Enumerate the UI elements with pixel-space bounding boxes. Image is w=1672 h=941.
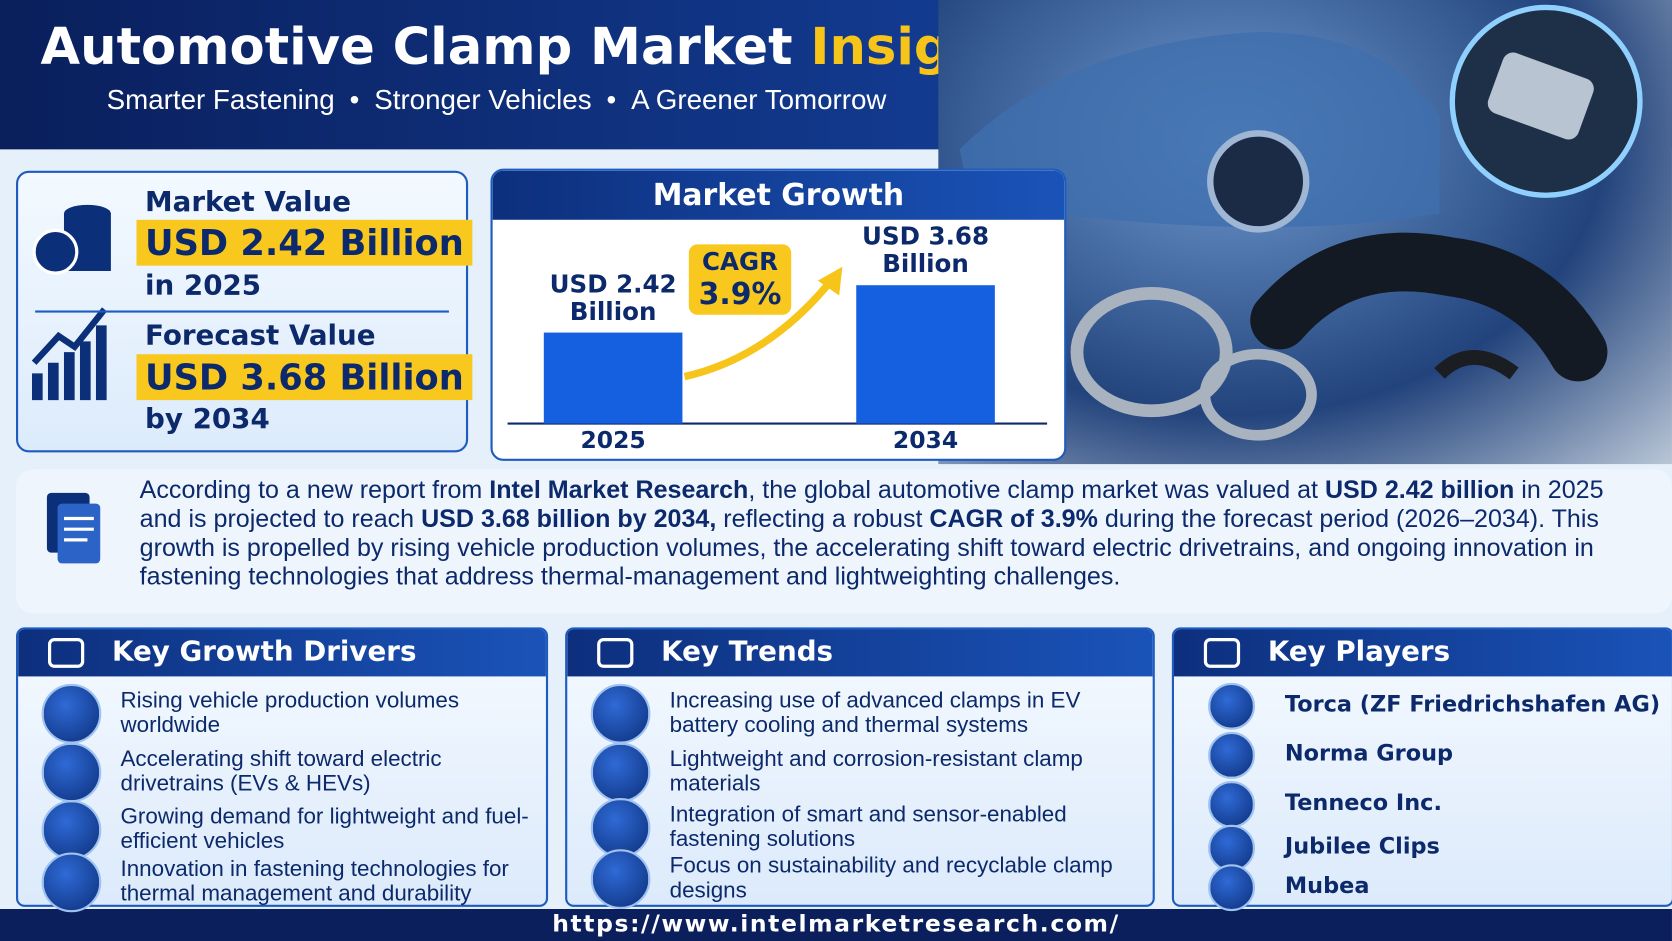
item-icon (1208, 864, 1256, 912)
item-icon (1208, 682, 1256, 730)
summary-segment: Intel Market Research (489, 475, 749, 504)
summary-text: According to a new report from Intel Mar… (140, 476, 1643, 591)
bar (856, 285, 995, 424)
summary-segment: during the forecast period (2026–2034). … (139, 504, 1599, 590)
player-name: Mubea (1284, 872, 1370, 899)
title: Automotive Clamp Market Insights (41, 17, 1042, 77)
summary-segment: CAGR of 3.9% (929, 504, 1098, 533)
title-text: Automotive Clamp Market (40, 17, 793, 77)
subtitle: Smarter FasteningStronger VehiclesA Gree… (107, 83, 887, 116)
item-text: Accelerating shift toward electric drive… (120, 746, 442, 796)
item-text: Innovation in fastening technologies for… (120, 856, 509, 906)
player-name: Torca (ZF Friedrichshafen AG) (1284, 691, 1661, 717)
player-name: Jubilee Clips (1284, 833, 1440, 859)
chart-area: 2025 2034 CAGR 3.9% USD 2.42 Billion USD 3… (493, 219, 1062, 457)
photo-art (959, 4, 1643, 441)
item-icon (41, 800, 102, 860)
bar (543, 332, 683, 424)
section-box: Key Trends (565, 627, 1155, 907)
report-icon (46, 492, 101, 564)
summary-segment: USD 2.42 billion (1324, 475, 1515, 504)
subtitle-part: A Greener Tomorrow (592, 83, 887, 115)
item-text: Integration of smart and sensor-enabled … (669, 802, 1067, 852)
summary-segment: , the global automotive clamp market was… (748, 475, 1325, 504)
item-icon (41, 742, 102, 803)
section-title: Key Players (1267, 635, 1451, 668)
value-icons (31, 204, 111, 401)
item-icon (41, 852, 102, 913)
cagr-value: 3.9% (698, 276, 782, 312)
summary-segment: reflecting a robust (716, 504, 930, 533)
value-label: USD 3.68 Billion (862, 223, 990, 279)
x-tick-label: 2025 (580, 426, 645, 454)
item-icon (590, 683, 651, 744)
section-header: Key Trends (567, 629, 1153, 677)
section-icon (597, 638, 634, 668)
item-icon (1208, 780, 1256, 828)
item-icon (590, 742, 651, 803)
forecast-value: USD 3.68 Billion (136, 354, 473, 401)
cagr-badge: CAGR 3.9% (688, 244, 792, 315)
section-title: Key Trends (661, 635, 834, 668)
footer-url: https://www.intelmarketresearch.com/ (552, 911, 1120, 938)
summary-segment: in 2025 and is projected to reach (139, 475, 1604, 533)
chart-title: Market Growth (492, 170, 1065, 220)
forecast-period: by 2034 (145, 403, 270, 436)
item-icon (590, 849, 651, 909)
section-box: Key Growth Drivers (15, 627, 549, 907)
item-icon (590, 798, 651, 858)
item-text: Increasing use of advanced clamps in EV … (669, 688, 1081, 738)
item-icon (41, 683, 102, 744)
summary-segment: According to a new report from (139, 475, 490, 504)
item-text: Focus on sustainability and recyclable c… (669, 853, 1113, 903)
item-text: Growing demand for lightweight and fuel-… (120, 804, 529, 854)
section-title: Key Growth Drivers (111, 635, 417, 668)
section-icon (47, 638, 85, 668)
cagr-label: CAGR (702, 248, 779, 277)
footer-band (0, 908, 1672, 941)
value-label: USD 2.42 Billion (549, 270, 677, 327)
x-tick-label: 2034 (893, 426, 958, 454)
section-header: Key Players (1173, 629, 1672, 677)
item-text: Rising vehicle production volumes worldw… (120, 688, 460, 738)
subtitle-part: Stronger Vehicles (335, 83, 592, 115)
summary-segment: USD 3.68 billion by 2034, (421, 504, 717, 533)
chart: 2025 2034 (507, 266, 1048, 454)
player-name: Norma Group (1284, 740, 1454, 767)
item-text: Lightweight and corrosion-resistant clam… (669, 746, 1083, 796)
section-box: Key Players (1171, 627, 1672, 907)
divider (35, 310, 449, 313)
item-icon (1208, 731, 1256, 779)
summary-box (15, 469, 1672, 614)
player-name: Tenneco Inc. (1284, 789, 1442, 816)
section-icon (1203, 638, 1241, 668)
forecast-label: Forecast Value (145, 320, 376, 353)
market-value-label: Market Value (145, 186, 352, 219)
market-value: USD 2.42 Billion (136, 219, 473, 266)
section-header: Key Growth Drivers (18, 629, 546, 677)
subtitle-part: Smarter Fastening (106, 83, 335, 116)
market-value-period: in 2025 (145, 269, 262, 302)
